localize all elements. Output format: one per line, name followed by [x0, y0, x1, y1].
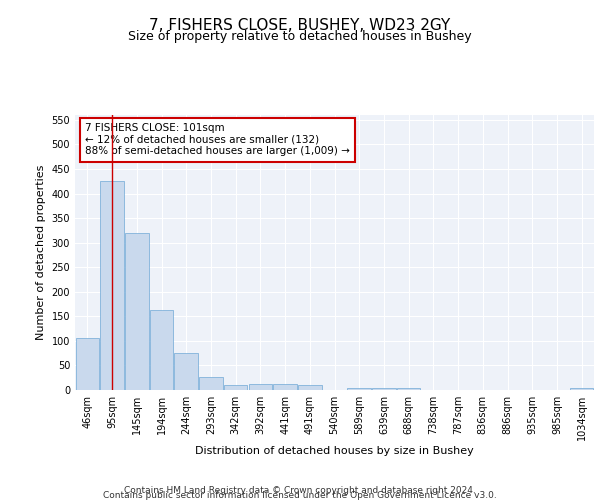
Bar	[224, 385, 247, 390]
Bar	[274, 384, 297, 390]
Bar	[76, 338, 99, 390]
Bar	[372, 388, 395, 390]
Bar	[570, 388, 593, 390]
Bar	[175, 353, 198, 390]
Text: Contains public sector information licensed under the Open Government Licence v3: Contains public sector information licen…	[103, 491, 497, 500]
Bar	[397, 388, 421, 390]
Text: Size of property relative to detached houses in Bushey: Size of property relative to detached ho…	[128, 30, 472, 43]
Bar	[347, 388, 371, 390]
Bar	[248, 384, 272, 390]
Bar	[100, 182, 124, 390]
Bar	[125, 233, 149, 390]
Text: 7 FISHERS CLOSE: 101sqm
← 12% of detached houses are smaller (132)
88% of semi-d: 7 FISHERS CLOSE: 101sqm ← 12% of detache…	[85, 123, 350, 156]
Text: 7, FISHERS CLOSE, BUSHEY, WD23 2GY: 7, FISHERS CLOSE, BUSHEY, WD23 2GY	[149, 18, 451, 32]
X-axis label: Distribution of detached houses by size in Bushey: Distribution of detached houses by size …	[195, 446, 474, 456]
Text: Contains HM Land Registry data © Crown copyright and database right 2024.: Contains HM Land Registry data © Crown c…	[124, 486, 476, 495]
Bar	[150, 310, 173, 390]
Bar	[298, 385, 322, 390]
Y-axis label: Number of detached properties: Number of detached properties	[36, 165, 46, 340]
Bar	[199, 376, 223, 390]
